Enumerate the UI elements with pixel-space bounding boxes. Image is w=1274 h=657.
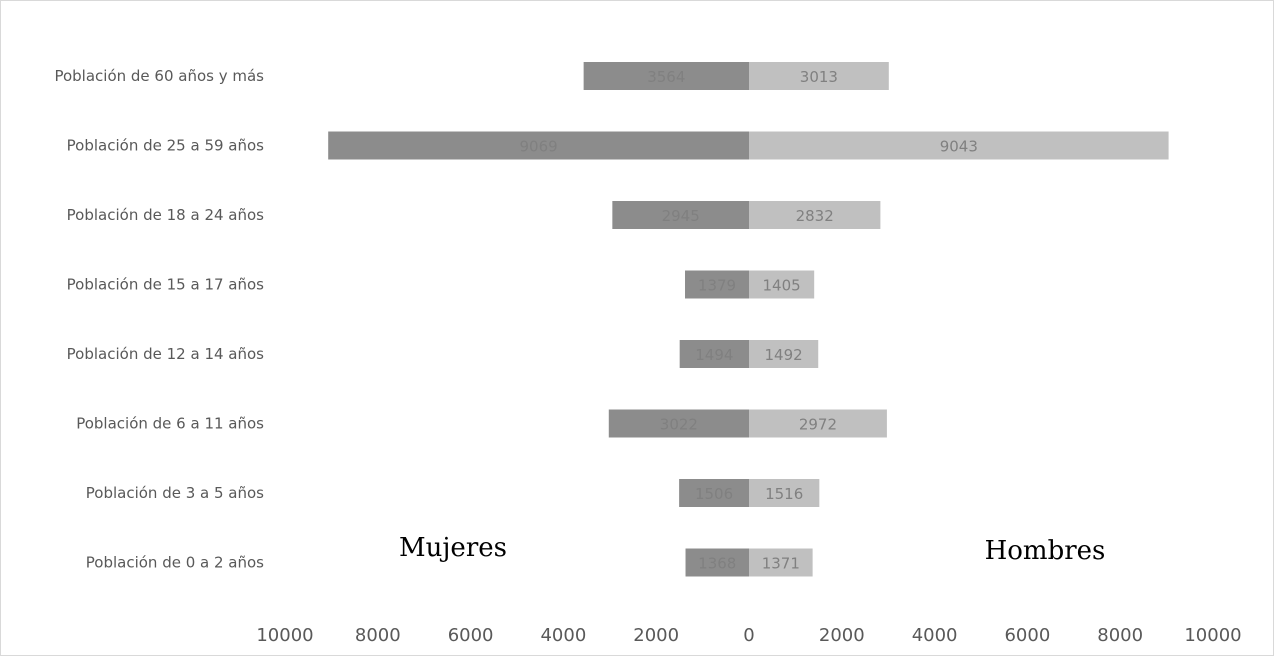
bar-mujeres (679, 340, 749, 368)
annotation-mujeres: Mujeres (399, 533, 507, 563)
x-tick-label: 6000 (448, 625, 494, 646)
category-label: Población de 3 a 5 años (86, 484, 264, 502)
bar-mujeres (328, 131, 749, 160)
bar-hombres (749, 131, 1169, 160)
bars-mujeres (328, 62, 749, 577)
bar-hombres (749, 479, 820, 507)
category-label: Población de 25 a 59 años (67, 137, 264, 155)
bar-mujeres (583, 62, 749, 90)
bar-mujeres (685, 548, 749, 577)
data-label-hombres: 1516 (765, 485, 803, 503)
x-tick-label: 4000 (540, 625, 586, 646)
bar-hombres (749, 270, 815, 299)
x-tick-label: 8000 (355, 625, 401, 646)
bar-mujeres (608, 409, 749, 438)
category-labels: Población de 60 años y más Población de 2… (54, 67, 264, 572)
bars-hombres (749, 62, 1169, 577)
x-tick-label: 4000 (912, 625, 958, 646)
x-tick-label: 10000 (1184, 625, 1241, 646)
bar-hombres (749, 548, 813, 577)
category-label: Población de 0 a 2 años (86, 554, 264, 572)
x-axis-tick-labels: 10000 8000 6000 4000 2000 0 2000 4000 6000 8000 10… (256, 625, 1241, 646)
data-label-mujeres: 1506 (695, 485, 733, 503)
data-label-mujeres: 3564 (647, 68, 685, 86)
category-label: Población de 60 años y más (54, 67, 264, 85)
bar-mujeres (612, 201, 749, 229)
x-tick-label: 0 (743, 625, 754, 646)
bar-hombres (749, 62, 889, 90)
category-label: Población de 6 a 11 años (76, 415, 264, 433)
data-label-hombres: 3013 (800, 68, 838, 86)
data-label-hombres: 9043 (940, 138, 978, 156)
x-tick-label: 8000 (1097, 625, 1143, 646)
data-label-hombres: 2832 (796, 207, 834, 225)
annotation-hombres: Hombres (985, 536, 1106, 566)
data-label-hombres: 2972 (799, 416, 837, 434)
category-label: Población de 18 a 24 años (67, 206, 264, 224)
data-label-hombres: 1492 (765, 346, 803, 364)
x-tick-label: 10000 (256, 625, 313, 646)
category-label: Población de 12 a 14 años (67, 345, 264, 363)
x-tick-label: 2000 (819, 625, 865, 646)
bar-mujeres (685, 270, 749, 299)
data-label-mujeres: 3022 (660, 416, 698, 434)
data-label-mujeres: 1494 (695, 346, 733, 364)
data-label-mujeres: 1368 (698, 555, 736, 573)
data-label-mujeres: 2945 (662, 207, 700, 225)
data-label-hombres: 1371 (762, 555, 800, 573)
data-label-mujeres: 1379 (698, 277, 736, 295)
bar-hombres (749, 340, 819, 368)
bar-mujeres (679, 479, 749, 507)
bar-hombres (749, 201, 881, 229)
x-tick-label: 2000 (633, 625, 679, 646)
x-tick-label: 6000 (1004, 625, 1050, 646)
data-label-mujeres: 9069 (520, 138, 558, 156)
category-label: Población de 15 a 17 años (67, 276, 264, 294)
bar-hombres (749, 409, 887, 438)
data-labels: 3564 3013 9069 9043 2945 2832 1379 1405 1494 1492… (520, 68, 978, 573)
data-label-hombres: 1405 (763, 277, 801, 295)
